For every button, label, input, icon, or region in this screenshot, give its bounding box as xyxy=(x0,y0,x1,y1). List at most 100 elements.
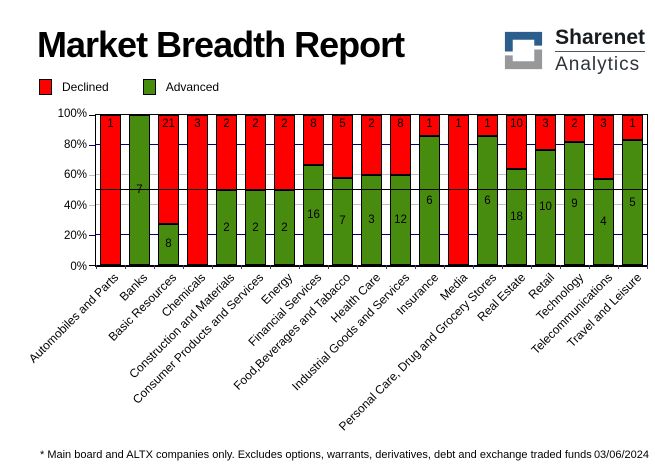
bar-value-declined: 3 xyxy=(194,118,201,130)
bar-chemicals: 3 xyxy=(187,115,208,265)
bar-value-declined: 2 xyxy=(571,118,578,130)
legend-label-declined: Declined xyxy=(62,80,109,94)
bar-value-declined: 8 xyxy=(310,118,317,130)
bar-value-advanced: 8 xyxy=(165,238,172,251)
segment-declined: 2 xyxy=(274,115,295,190)
x-tick-label: Real Estate xyxy=(474,270,529,325)
segment-advanced: 2 xyxy=(216,190,237,265)
bar-media: 1 xyxy=(448,115,469,265)
bar-value-advanced: 16 xyxy=(307,209,320,221)
x-tick-label: Insurance xyxy=(393,270,441,318)
segment-declined: 1 xyxy=(100,115,121,265)
y-tick-label: 20% xyxy=(63,230,87,243)
bar-value-advanced: 7 xyxy=(136,184,143,196)
segment-declined: 3 xyxy=(593,115,614,180)
segment-declined: 3 xyxy=(187,115,208,265)
bar-value-advanced: 9 xyxy=(571,197,578,210)
y-tick-label: 0% xyxy=(70,261,87,273)
segment-advanced: 4 xyxy=(593,179,614,265)
y-tick-mark xyxy=(89,235,95,236)
y-tick-mark xyxy=(89,175,95,176)
x-tick-mark xyxy=(241,265,242,269)
logo-subtitle: Analytics xyxy=(555,54,641,75)
sharenet-logo-icon xyxy=(505,31,543,70)
segment-advanced: 5 xyxy=(622,140,643,265)
bar-value-advanced: 2 xyxy=(223,221,230,234)
segment-advanced: 3 xyxy=(361,175,382,265)
segment-declined: 8 xyxy=(390,115,411,175)
advanced-swatch-icon xyxy=(142,79,156,95)
segment-declined: 10 xyxy=(506,115,527,169)
bar-slot: 8 12 xyxy=(386,115,415,265)
segment-declined: 8 xyxy=(303,115,324,165)
sharenet-logo: Sharenet Analytics xyxy=(501,27,645,74)
bar-value-advanced: 3 xyxy=(368,214,375,226)
bar-retail: 3 10 xyxy=(535,115,556,265)
segment-advanced: 12 xyxy=(390,175,411,265)
bar-value-declined: 1 xyxy=(629,118,636,130)
logo-name: Sharenet xyxy=(555,27,645,52)
bar-financial-services: 8 16 xyxy=(303,115,324,265)
x-tick-mark xyxy=(647,265,648,269)
x-tick-label: Industrial Goods and Services xyxy=(288,270,412,394)
x-tick-mark xyxy=(530,265,532,269)
segment-declined: 1 xyxy=(622,115,643,140)
segment-advanced: 6 xyxy=(419,136,440,265)
footnote: * Main board and ALTX companies only. Ex… xyxy=(40,449,592,461)
bar-value-declined: 2 xyxy=(368,118,375,130)
segment-declined: 2 xyxy=(245,115,266,190)
x-tick-label: Telecommunications xyxy=(528,270,616,358)
bar-slot: 7 xyxy=(125,115,154,265)
legend-item-declined: Declined xyxy=(39,79,109,95)
segment-advanced: 18 xyxy=(506,168,527,265)
x-tick-mark xyxy=(357,265,358,269)
segment-declined: 2 xyxy=(564,115,585,143)
y-axis-labels: 0% 20% 40% 60% 80% 100% xyxy=(40,108,90,273)
segment-declined: 5 xyxy=(332,115,353,178)
x-tick-mark xyxy=(415,265,416,269)
bar-value-declined: 10 xyxy=(510,118,523,130)
bar-value-declined: 3 xyxy=(542,118,549,130)
chart-legend: Declined Advanced xyxy=(39,79,219,95)
x-tick-mark xyxy=(502,265,503,269)
x-tick-label: Retail xyxy=(525,270,558,302)
segment-advanced: 7 xyxy=(332,177,353,265)
segment-declined: 21 xyxy=(158,115,179,224)
segment-advanced: 10 xyxy=(535,149,556,265)
x-tick-label: Food,Beverages and Tabacco xyxy=(231,270,354,393)
plot-area: 1 7 21 8 3 2 2 2 2 2 2 8 16 5 7 2 3 8 12 1 6 1 1 6 10 18 3 10 2 9 3 4 1 5 xyxy=(89,114,648,269)
y-tick-label: 40% xyxy=(63,199,87,212)
bar-value-declined: 21 xyxy=(162,118,175,130)
x-tick-mark xyxy=(183,265,184,269)
bar-automobiles-and-parts: 1 xyxy=(100,115,121,265)
report-date: 03/06/2024 xyxy=(593,449,649,461)
segment-advanced: 2 xyxy=(245,190,266,265)
bar-value-declined: 1 xyxy=(455,118,462,130)
x-tick-label: Personal Care, Drug and Grocery Stores xyxy=(335,270,500,434)
x-tick-label: Consumer Products and Services xyxy=(129,270,267,407)
bar-slot: 3 xyxy=(183,115,212,265)
segment-declined: 1 xyxy=(448,115,469,265)
bar-slot: 1 xyxy=(96,115,125,265)
y-tick-label: 100% xyxy=(57,108,87,120)
page-title: Market Breadth Report xyxy=(37,24,405,65)
bar-real-estate: 10 18 xyxy=(506,115,527,265)
x-tick-label: Health Care xyxy=(327,270,383,326)
bar-slot: 21 8 xyxy=(154,115,183,265)
bar-value-declined: 2 xyxy=(281,118,288,130)
logo-text: Sharenet Analytics xyxy=(555,27,645,74)
x-tick-label: Media xyxy=(436,270,471,304)
